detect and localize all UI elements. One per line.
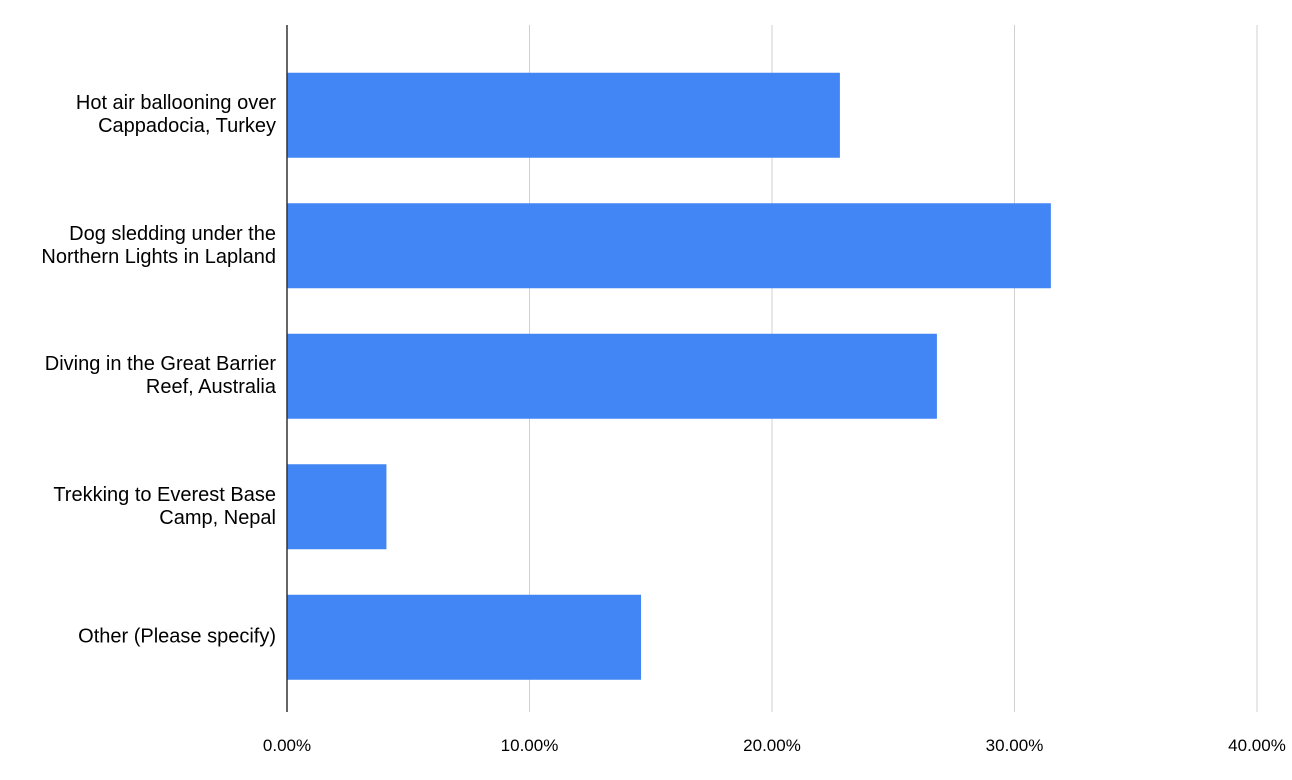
bar [287,594,642,680]
y-tick-label: Other (Please specify) [78,625,276,648]
x-tick-label: 40.00% [1228,736,1286,755]
bar [287,464,387,550]
y-tick-label: Hot air ballooning over Cappadocia, Turk… [75,92,276,138]
y-tick-label: Dog sledding under the Northern Lights i… [41,222,276,268]
bar [287,72,840,158]
x-tick-label: 30.00% [986,736,1044,755]
x-tick-label: 0.00% [263,736,311,755]
bar [287,333,937,419]
x-tick-label: 10.00% [501,736,559,755]
x-tick-label: 20.00% [743,736,801,755]
y-tick-label: Trekking to Everest Base Camp, Nepal [53,483,276,529]
y-tick-label: Diving in the Great Barrier Reef, Austra… [44,353,276,399]
bar [287,203,1051,289]
